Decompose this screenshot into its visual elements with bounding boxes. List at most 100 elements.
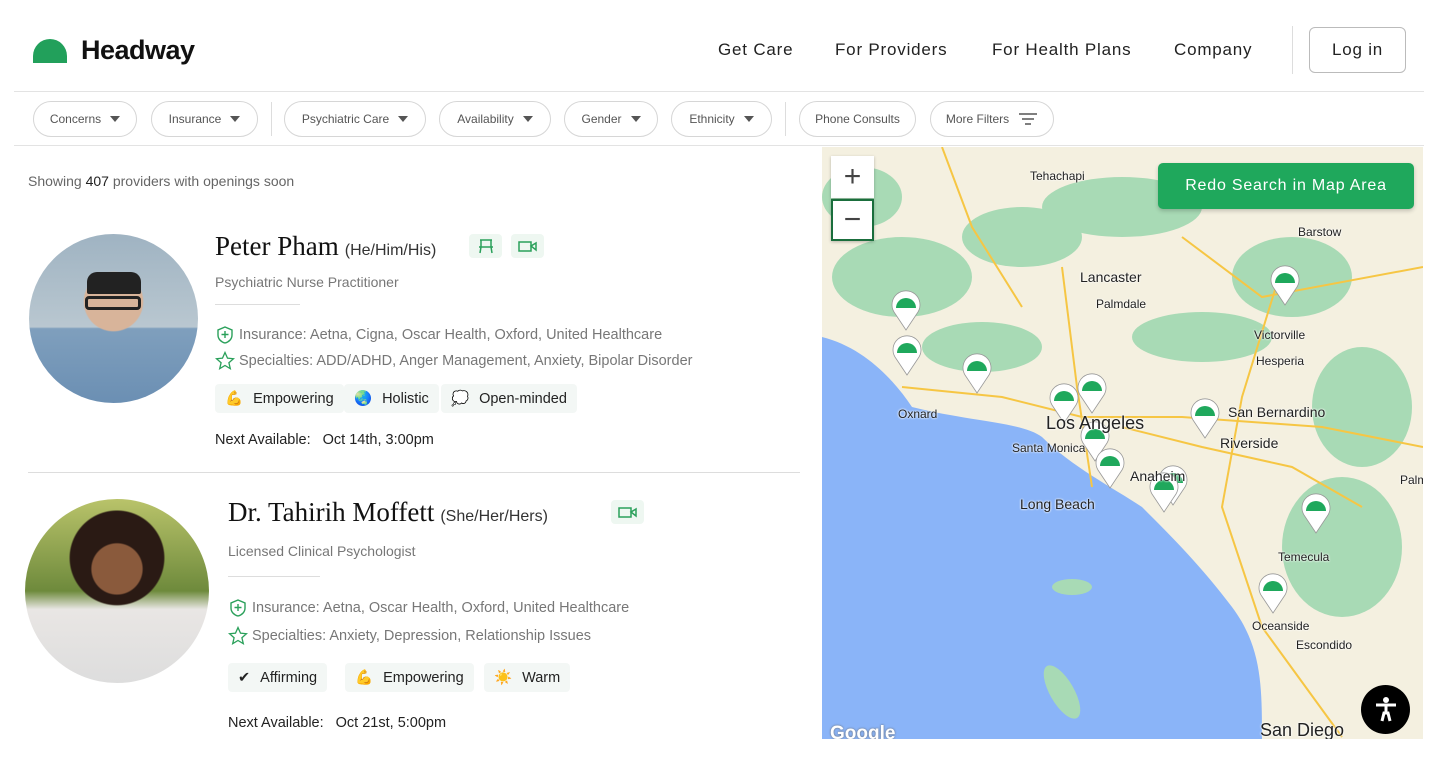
map-place-label: Oceanside xyxy=(1252,619,1310,633)
provider-map-pin[interactable] xyxy=(1080,421,1110,462)
globe-icon: 🌏 xyxy=(354,391,373,407)
star-icon xyxy=(228,626,248,646)
filter-availability[interactable]: Availability xyxy=(439,101,551,137)
specialties-row: Specialties: ADD/ADHD, Anger Management,… xyxy=(215,351,692,371)
map-place-label: Santa Monica xyxy=(1012,441,1086,455)
specialties-row: Specialties: Anxiety, Depression, Relati… xyxy=(228,626,591,646)
shield-plus-icon xyxy=(230,599,246,617)
map-place-label: Palmdale xyxy=(1096,297,1147,311)
filter-bar: Concerns Insurance Psychiatric Care Avai… xyxy=(14,92,1424,146)
filter-concerns[interactable]: Concerns xyxy=(33,101,137,137)
trait-tag: 💪 Empowering xyxy=(215,384,344,413)
nav-get-care[interactable]: Get Care xyxy=(718,40,794,59)
nav-for-providers[interactable]: For Providers xyxy=(835,40,948,59)
separator xyxy=(228,576,320,577)
redo-search-button[interactable]: Redo Search in Map Area xyxy=(1158,163,1414,209)
nav-company[interactable]: Company xyxy=(1174,40,1253,59)
filter-divider xyxy=(785,102,786,136)
trait-tag: 💭 Open-minded xyxy=(441,384,577,413)
provider-map-pin[interactable] xyxy=(1301,493,1331,534)
insurance-row: Insurance: Aetna, Oscar Health, Oxford, … xyxy=(228,598,629,618)
in-person-chair-icon xyxy=(469,234,502,258)
zoom-out-button[interactable]: − xyxy=(831,199,874,241)
provider-map-pin[interactable] xyxy=(962,353,992,394)
map-place-label: Temecula xyxy=(1278,550,1330,564)
accessibility-button[interactable] xyxy=(1361,685,1410,734)
checkmark-icon: ✔ xyxy=(238,669,251,686)
map-place-label: Escondido xyxy=(1296,638,1353,652)
trait-tag: ☀️ Warm xyxy=(484,663,571,692)
results-count: Showing 407 providers with openings soon xyxy=(28,173,295,189)
map-place-label: Anaheim xyxy=(1130,468,1186,484)
map-place-label: Riverside xyxy=(1220,435,1279,451)
map-place-label: Barstow xyxy=(1298,225,1342,239)
provider-name[interactable]: Peter Pham (He/Him/His) xyxy=(215,231,437,261)
header: Headway Get Care For Providers For Healt… xyxy=(14,0,1424,92)
filter-label: Availability xyxy=(457,112,514,126)
provider-map-pin[interactable] xyxy=(891,290,921,331)
provider-map-pin[interactable] xyxy=(1049,383,1079,424)
zoom-in-button[interactable]: + xyxy=(831,156,874,198)
provider-map-pin[interactable] xyxy=(1190,398,1220,439)
caret-down-icon xyxy=(630,116,641,122)
filter-gender[interactable]: Gender xyxy=(564,101,658,137)
caret-down-icon xyxy=(398,116,409,122)
provider-map-pin[interactable] xyxy=(1095,448,1125,489)
map-place-label: Hesperia xyxy=(1256,354,1305,368)
separator xyxy=(215,304,300,305)
trait-tag: 🌏 Holistic xyxy=(344,384,439,413)
filter-ethnicity[interactable]: Ethnicity xyxy=(671,101,772,137)
filter-lines-icon xyxy=(1019,113,1038,125)
provider-map-pin[interactable] xyxy=(1149,472,1179,513)
thought-bubble-icon: 💭 xyxy=(451,391,470,407)
map-place-label: Palm S xyxy=(1400,473,1423,487)
map-canvas[interactable] xyxy=(822,147,1423,739)
filter-label: Ethnicity xyxy=(689,112,735,126)
provider-title: Psychiatric Nurse Practitioner xyxy=(215,274,399,290)
provider-map-pin[interactable] xyxy=(1258,573,1288,614)
provider-avatar[interactable] xyxy=(25,499,209,683)
filter-label: Phone Consults xyxy=(815,112,900,126)
caret-down-icon xyxy=(110,116,121,122)
star-icon xyxy=(215,351,235,371)
map-place-label: Oxnard xyxy=(898,407,938,421)
provider-map-pin[interactable] xyxy=(892,335,922,376)
provider-list[interactable]: Showing 407 providers with openings soon… xyxy=(0,147,822,777)
filter-label: Psychiatric Care xyxy=(301,112,390,126)
next-available: Next Available: Oct 21st, 5:00pm xyxy=(228,715,447,731)
provider-avatar[interactable] xyxy=(29,234,198,403)
map-place-label: Los Angeles xyxy=(1046,413,1145,433)
next-available: Next Available: Oct 14th, 3:00pm xyxy=(215,432,434,448)
caret-down-icon xyxy=(743,116,754,122)
logo-icon xyxy=(33,38,67,63)
filter-more-filters[interactable]: More Filters xyxy=(930,101,1054,137)
filter-label: Gender xyxy=(581,112,622,126)
provider-map-pin[interactable] xyxy=(1270,265,1300,306)
flexed-arm-icon: 💪 xyxy=(225,391,244,407)
insurance-row: Insurance: Aetna, Cigna, Oscar Health, O… xyxy=(215,325,662,345)
filter-phone-consults[interactable]: Phone Consults xyxy=(799,101,916,137)
caret-down-icon xyxy=(230,116,241,122)
filter-label: Insurance xyxy=(168,112,222,126)
login-button[interactable]: Log in xyxy=(1309,27,1406,73)
video-icon xyxy=(511,234,544,258)
filter-psychiatric-care[interactable]: Psychiatric Care xyxy=(284,101,426,137)
trait-tag: ✔ Affirming xyxy=(228,663,328,692)
highways xyxy=(901,147,1423,738)
filter-divider xyxy=(271,102,272,136)
headway-logo[interactable]: Headway xyxy=(33,35,195,66)
nav-for-health-plans[interactable]: For Health Plans xyxy=(992,40,1132,59)
provider-map-pin[interactable] xyxy=(1077,373,1107,414)
provider-divider xyxy=(28,472,800,473)
map[interactable]: Tehachapi Barstow Lancaster Palmdale Victorv… xyxy=(822,147,1423,739)
provider-name[interactable]: Dr. Tahirih Moffett (She/Her/Hers) xyxy=(228,497,548,527)
filter-label: Concerns xyxy=(49,112,102,126)
ocean xyxy=(822,337,1262,739)
flexed-arm-icon: 💪 xyxy=(355,670,374,686)
provider-title: Licensed Clinical Psychologist xyxy=(228,543,416,559)
trait-tag: 💪 Empowering xyxy=(345,663,474,692)
accessibility-icon xyxy=(1375,696,1396,721)
filter-label: More Filters xyxy=(945,112,1010,126)
filter-insurance[interactable]: Insurance xyxy=(151,101,258,137)
shield-plus-icon xyxy=(217,326,233,344)
